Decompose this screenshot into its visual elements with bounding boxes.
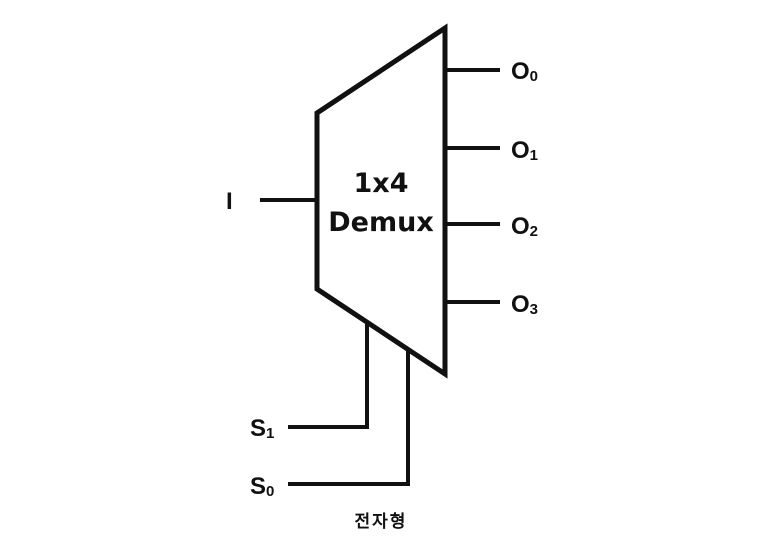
output-label-1: O1 [511,137,538,164]
output-label-3-sub: 3 [530,301,538,318]
select-label-s1-sub: 1 [266,425,274,442]
caption: 전자형 [355,511,408,532]
output-label-3-main: O [511,291,530,318]
output-label-2-main: O [511,213,530,240]
select-wire-s1 [288,322,369,429]
output-label-1-main: O [511,137,530,164]
output-label-0: O0 [511,58,538,85]
output-label-1-sub: 1 [530,147,538,164]
output-label-0-sub: 0 [530,68,538,85]
select-label-s0-sub: 0 [266,483,274,500]
input-label: I [226,188,233,215]
output-label-2-sub: 2 [530,223,538,240]
select-label-s1: S1 [250,415,274,442]
select-wire-s0 [288,349,410,486]
select-label-s0: S0 [250,473,274,500]
select-label-s1-main: S [250,415,266,442]
output-label-3: O3 [511,291,538,318]
select-label-s0-main: S [250,473,266,500]
output-label-2: O2 [511,213,538,240]
demux-block [314,23,448,379]
output-label-0-main: O [511,58,530,85]
demux-title-line1: 1x4 [354,168,409,199]
demux-title-line2: Demux [328,207,434,238]
